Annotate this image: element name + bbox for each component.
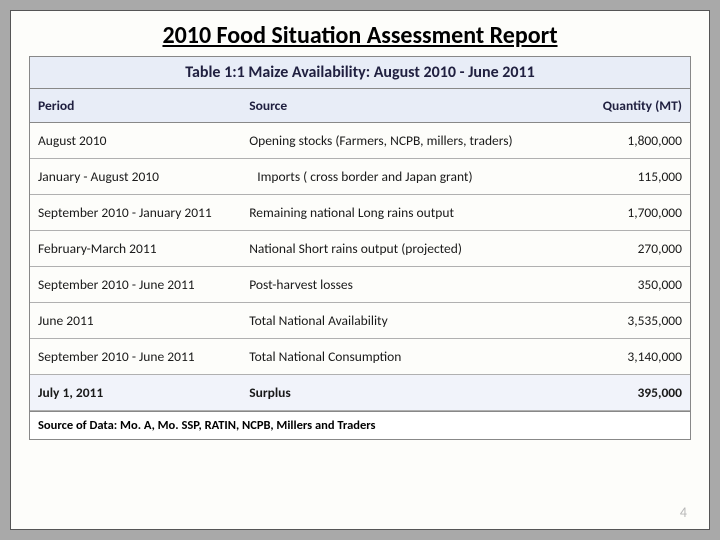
cell-period: September 2010 - January 2011	[30, 195, 241, 231]
cell-qty: 1,800,000	[558, 123, 690, 159]
cell-qty: 3,140,000	[558, 339, 690, 375]
cell-source: Total National Availability	[241, 303, 558, 339]
table-body: August 2010 Opening stocks (Farmers, NCP…	[30, 123, 690, 411]
cell-source: Imports ( cross border and Japan grant)	[241, 159, 558, 195]
page-number: 4	[680, 504, 687, 521]
cell-qty: 270,000	[558, 231, 690, 267]
cell-source: Post-harvest losses	[241, 267, 558, 303]
cell-period: February-March 2011	[30, 231, 241, 267]
cell-source: Remaining national Long rains output	[241, 195, 558, 231]
table-row: June 2011 Total National Availability 3,…	[30, 303, 690, 339]
data-table: Period Source Quantity (MT) August 2010 …	[30, 89, 690, 411]
data-source-note: Source of Data: Mo. A, Mo. SSP, RATIN, N…	[30, 411, 690, 439]
table-header-row: Period Source Quantity (MT)	[30, 89, 690, 123]
cell-period: September 2010 - June 2011	[30, 267, 241, 303]
cell-source: Opening stocks (Farmers, NCPB, millers, …	[241, 123, 558, 159]
col-source-header: Source	[241, 89, 558, 123]
cell-source: National Short rains output (projected)	[241, 231, 558, 267]
cell-qty: 350,000	[558, 267, 690, 303]
table-container: Table 1:1 Maize Availability: August 201…	[29, 56, 691, 440]
table-row: September 2010 - June 2011 Post-harvest …	[30, 267, 690, 303]
cell-source: Total National Consumption	[241, 339, 558, 375]
cell-period: September 2010 - June 2011	[30, 339, 241, 375]
cell-source: Surplus	[241, 375, 558, 411]
cell-qty: 3,535,000	[558, 303, 690, 339]
cell-qty: 115,000	[558, 159, 690, 195]
slide: 2010 Food Situation Assessment Report Ta…	[10, 10, 710, 530]
cell-period: January - August 2010	[30, 159, 241, 195]
cell-qty: 395,000	[558, 375, 690, 411]
col-period-header: Period	[30, 89, 241, 123]
cell-period: July 1, 2011	[30, 375, 241, 411]
table-row: September 2010 - January 2011 Remaining …	[30, 195, 690, 231]
table-row: January - August 2010 Imports ( cross bo…	[30, 159, 690, 195]
table-row: February-March 2011 National Short rains…	[30, 231, 690, 267]
cell-period: August 2010	[30, 123, 241, 159]
cell-period: June 2011	[30, 303, 241, 339]
col-qty-header: Quantity (MT)	[558, 89, 690, 123]
table-row-bold: July 1, 2011 Surplus 395,000	[30, 375, 690, 411]
table-title: Table 1:1 Maize Availability: August 201…	[30, 57, 690, 89]
page-title: 2010 Food Situation Assessment Report	[29, 21, 691, 50]
cell-qty: 1,700,000	[558, 195, 690, 231]
table-row: August 2010 Opening stocks (Farmers, NCP…	[30, 123, 690, 159]
table-row: September 2010 - June 2011 Total Nationa…	[30, 339, 690, 375]
